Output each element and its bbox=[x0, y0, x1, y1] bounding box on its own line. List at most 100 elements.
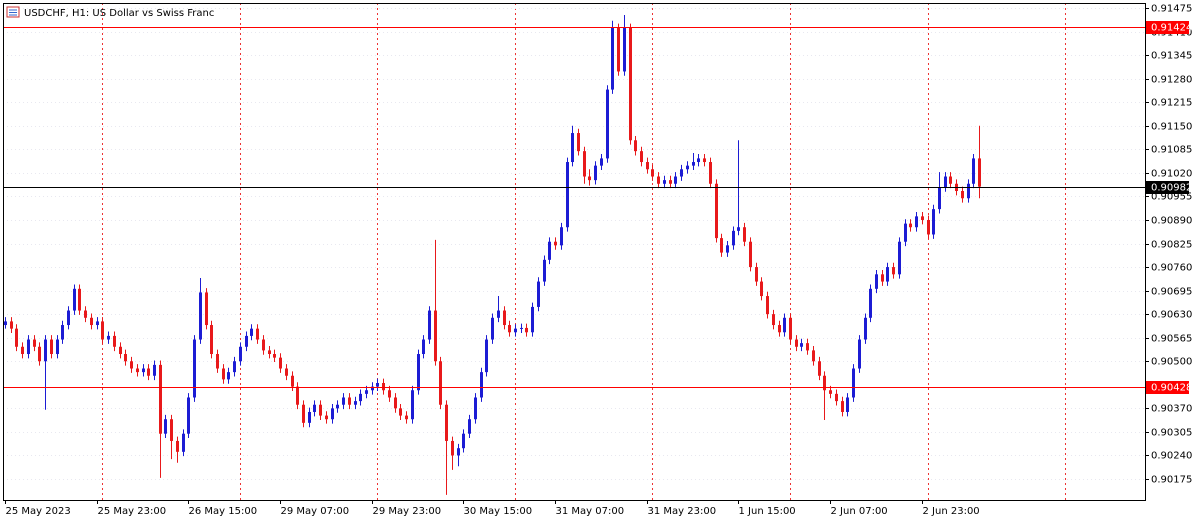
y-tick-label: 0.90760 bbox=[1151, 263, 1192, 274]
candle-body bbox=[394, 397, 397, 409]
candle-body bbox=[846, 397, 849, 412]
candle-body bbox=[457, 448, 460, 456]
price-level-label: 0.90982 bbox=[1151, 183, 1192, 194]
candle-body bbox=[823, 375, 826, 391]
candle-body bbox=[359, 393, 362, 402]
candle-body bbox=[594, 165, 597, 181]
candle-body bbox=[474, 397, 477, 420]
candle-body bbox=[468, 419, 471, 434]
candle-body bbox=[600, 158, 603, 166]
candle-body bbox=[869, 288, 872, 318]
candle-body bbox=[606, 89, 609, 159]
candle-body bbox=[571, 133, 574, 163]
x-tick-label: 26 May 15:00 bbox=[189, 506, 258, 517]
candle-body bbox=[38, 346, 41, 362]
candle-body bbox=[107, 335, 110, 340]
candle-body bbox=[663, 180, 666, 184]
candle-body bbox=[10, 321, 13, 329]
candle-body bbox=[617, 27, 620, 72]
candle-body bbox=[972, 158, 975, 184]
candle-body bbox=[273, 354, 276, 358]
candle-body bbox=[365, 390, 368, 394]
candle-body bbox=[268, 350, 271, 355]
y-tick-label: 0.91280 bbox=[1151, 75, 1192, 86]
candle-body bbox=[915, 216, 918, 228]
candle-body bbox=[703, 158, 706, 163]
candle-body bbox=[331, 408, 334, 420]
y-tick-label: 0.90175 bbox=[1151, 475, 1192, 486]
candle-body bbox=[417, 354, 420, 391]
candle-body bbox=[669, 180, 672, 184]
y-tick-label: 0.90370 bbox=[1151, 404, 1192, 415]
candle-body bbox=[90, 317, 93, 326]
candle-body bbox=[554, 241, 557, 246]
candle-body bbox=[812, 350, 815, 362]
candle-body bbox=[680, 169, 683, 177]
x-tick-label: 2 Jun 23:00 bbox=[923, 506, 980, 517]
candle-body bbox=[142, 368, 145, 373]
candle-body bbox=[944, 176, 947, 188]
candle-body bbox=[629, 27, 632, 141]
candle-body bbox=[411, 390, 414, 420]
price-level-box bbox=[1146, 381, 1189, 394]
candle-body bbox=[199, 292, 202, 340]
candle-body bbox=[715, 183, 718, 239]
candle-body bbox=[382, 382, 385, 391]
candle-body bbox=[113, 335, 116, 347]
candle-body bbox=[588, 176, 591, 181]
candle-body bbox=[577, 133, 580, 152]
candle-body bbox=[302, 404, 305, 423]
candle-body bbox=[101, 321, 104, 340]
candle-body bbox=[514, 328, 517, 333]
candle-body bbox=[187, 397, 190, 434]
candle-body bbox=[119, 346, 122, 355]
candle-body bbox=[50, 339, 53, 355]
candle-body bbox=[978, 158, 981, 187]
y-tick-label: 0.90955 bbox=[1151, 192, 1192, 203]
chart-title: USDCHF, H1: US Dollar vs Swiss Franc bbox=[24, 8, 214, 19]
candle-body bbox=[634, 140, 637, 152]
candle-body bbox=[73, 288, 76, 311]
candle-body bbox=[216, 354, 219, 369]
y-tick-label: 0.91475 bbox=[1151, 4, 1192, 15]
candle-body bbox=[806, 343, 809, 351]
x-tick-label: 31 May 23:00 bbox=[648, 506, 717, 517]
candle-body bbox=[508, 325, 511, 333]
candle-body bbox=[898, 241, 901, 275]
candle-body bbox=[27, 339, 30, 355]
candle-body bbox=[233, 361, 236, 373]
candle-body bbox=[451, 440, 454, 456]
candle-body bbox=[445, 404, 448, 441]
candle-body bbox=[961, 191, 964, 199]
candle-body bbox=[789, 317, 792, 340]
candle-body bbox=[623, 27, 626, 72]
candle-body bbox=[462, 433, 465, 449]
candle-body bbox=[405, 415, 408, 420]
y-tick-label: 0.90825 bbox=[1151, 240, 1192, 251]
candle-body bbox=[182, 433, 185, 452]
candle-body bbox=[927, 219, 930, 235]
candle-body bbox=[829, 390, 832, 394]
candle-body bbox=[583, 151, 586, 177]
candle-body bbox=[772, 314, 775, 326]
y-tick-label: 0.91345 bbox=[1151, 51, 1192, 62]
candle-body bbox=[818, 361, 821, 376]
candle-body bbox=[348, 397, 351, 405]
price-level-box bbox=[1146, 21, 1189, 34]
candle-body bbox=[399, 408, 402, 416]
candle-body bbox=[864, 317, 867, 340]
symbol-icon bbox=[6, 6, 20, 18]
candle-body bbox=[388, 390, 391, 398]
candle-body bbox=[319, 404, 322, 416]
candle-body bbox=[491, 317, 494, 340]
x-tick-label: 29 May 07:00 bbox=[281, 506, 350, 517]
y-tick-label: 0.90695 bbox=[1151, 287, 1192, 298]
candle-body bbox=[875, 274, 878, 289]
candle-body bbox=[15, 328, 18, 347]
candle-body bbox=[313, 404, 316, 412]
candle-body bbox=[537, 281, 540, 307]
candle-body bbox=[932, 209, 935, 235]
y-tick-label: 0.91215 bbox=[1151, 98, 1192, 109]
candle-body bbox=[124, 354, 127, 362]
candle-body bbox=[354, 401, 357, 405]
